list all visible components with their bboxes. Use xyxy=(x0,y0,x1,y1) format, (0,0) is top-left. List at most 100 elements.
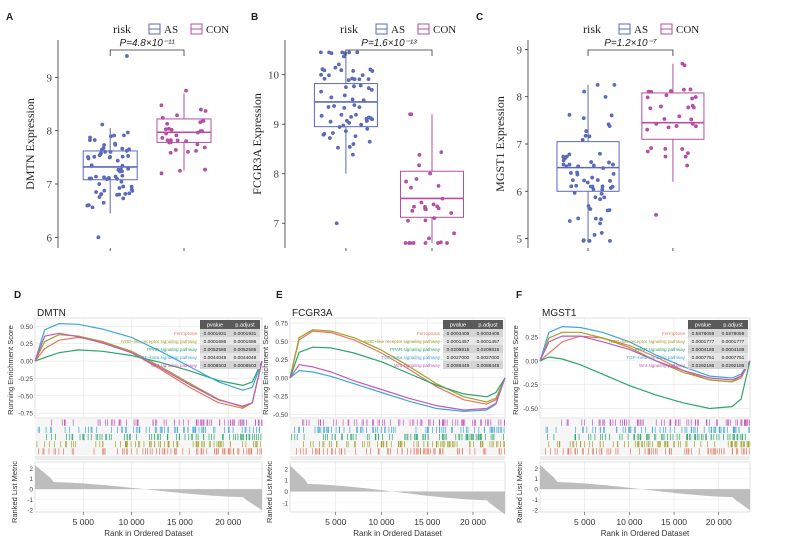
data-point xyxy=(409,185,413,190)
data-point xyxy=(659,104,663,109)
data-point xyxy=(681,87,686,92)
data-point xyxy=(436,184,441,188)
table-row-bg xyxy=(200,337,260,345)
box-iqr xyxy=(400,170,464,218)
data-point xyxy=(351,68,356,73)
y-tick-label: 5 xyxy=(517,234,523,246)
data-point xyxy=(329,95,334,100)
enrichment-line xyxy=(289,364,506,411)
data-point xyxy=(120,154,125,159)
table-header-cell: p.adjust xyxy=(478,323,498,329)
data-point xyxy=(693,95,698,99)
table-row-label: NOD−like receptor signaling pathway xyxy=(121,339,197,344)
data-point xyxy=(654,122,659,126)
data-point xyxy=(662,117,667,121)
data-point xyxy=(561,154,566,159)
y-tick-label: 0.75 xyxy=(275,321,288,328)
y-tick-label: 1 xyxy=(534,476,538,483)
data-point xyxy=(100,122,105,127)
y-tick-label: 0.00 xyxy=(525,358,538,365)
data-point xyxy=(169,127,174,132)
y-tick-label: 9 xyxy=(274,119,280,131)
table-row-label: TGF−beta signaling pathway xyxy=(138,355,197,360)
data-point xyxy=(360,73,365,77)
y-tick-label: -0.50 xyxy=(273,412,288,419)
data-point xyxy=(174,133,179,138)
table-row-label: Ferroptosis xyxy=(417,331,441,336)
data-point xyxy=(586,204,591,208)
data-point xyxy=(365,126,370,131)
data-point xyxy=(690,96,695,101)
y-tick-label: 7 xyxy=(274,218,280,230)
gene-title: FCGR3A xyxy=(292,308,333,319)
y-tick-label: 8 xyxy=(517,92,523,104)
data-point xyxy=(561,162,566,167)
data-point xyxy=(112,133,116,138)
table-cell-pvalue: 0.0001457 xyxy=(447,339,470,345)
legend-entry: CON xyxy=(206,24,229,36)
data-point xyxy=(370,69,375,73)
panel-label: C xyxy=(476,12,483,23)
data-point xyxy=(332,104,337,108)
y-tick-label: 0.25 xyxy=(525,335,538,342)
data-point xyxy=(195,142,200,147)
box-iqr xyxy=(156,118,212,143)
barcode-strip-bg xyxy=(35,447,262,455)
data-point xyxy=(358,83,363,88)
table-header-bg xyxy=(443,320,503,329)
x-tick-label: 15 000 xyxy=(167,517,193,527)
y-tick-label: -1 xyxy=(532,497,538,504)
data-point xyxy=(122,133,126,138)
table-cell-pvalue: 0.0007751 xyxy=(692,355,715,361)
y-axis-label-enrichment: Running Enrichment Score xyxy=(261,325,270,415)
data-point xyxy=(163,127,168,132)
data-point xyxy=(343,51,347,56)
enrichment-line xyxy=(539,326,751,379)
table-row-label: TGF−beta signaling pathway xyxy=(381,355,440,360)
table-row-label: PPAR signaling pathway xyxy=(147,347,198,352)
data-point xyxy=(322,68,327,73)
data-point xyxy=(648,106,653,111)
table-row-bg xyxy=(200,329,260,337)
table-header-cell: pvalue xyxy=(450,323,466,329)
table-header-cell: p.adjust xyxy=(723,323,743,329)
gene-title: MGST1 xyxy=(542,308,577,319)
data-point xyxy=(593,216,598,221)
x-tick-label: 20 000 xyxy=(460,517,486,527)
data-point xyxy=(598,197,603,202)
data-point xyxy=(353,134,358,139)
data-point xyxy=(333,65,338,70)
enrichment-line xyxy=(539,331,751,383)
data-point xyxy=(369,87,374,92)
data-point xyxy=(683,154,688,159)
data-point xyxy=(611,172,616,176)
data-point xyxy=(599,230,604,235)
data-point xyxy=(357,105,362,110)
data-point xyxy=(423,207,428,212)
barcode-strip-bg xyxy=(35,433,262,441)
data-point xyxy=(101,146,106,150)
data-point xyxy=(411,241,416,245)
data-point xyxy=(599,217,603,222)
data-point xyxy=(412,204,416,209)
table-cell-padjust: 0.0209816 xyxy=(477,347,500,353)
data-point xyxy=(198,107,203,112)
panel-label: D xyxy=(14,290,21,301)
data-point xyxy=(598,221,602,226)
x-tick-label: 10 000 xyxy=(616,517,642,527)
y-tick-label: 1 xyxy=(284,478,288,485)
data-point xyxy=(649,146,653,150)
data-point xyxy=(588,207,593,211)
table-row-bg xyxy=(688,329,748,337)
data-point xyxy=(125,130,130,135)
table-row-label: TGF−beta signaling pathway xyxy=(626,355,685,360)
enrichment-line xyxy=(289,346,506,398)
data-point xyxy=(569,171,573,175)
legend-entry: CON xyxy=(433,24,456,36)
data-point xyxy=(159,103,164,108)
data-point xyxy=(102,188,107,193)
table-cell-pvalue: 0.0209816 xyxy=(447,347,470,353)
y-axis-label-rank: Ranked List Metric xyxy=(265,461,274,523)
data-point xyxy=(129,187,134,192)
data-point xyxy=(431,202,436,207)
